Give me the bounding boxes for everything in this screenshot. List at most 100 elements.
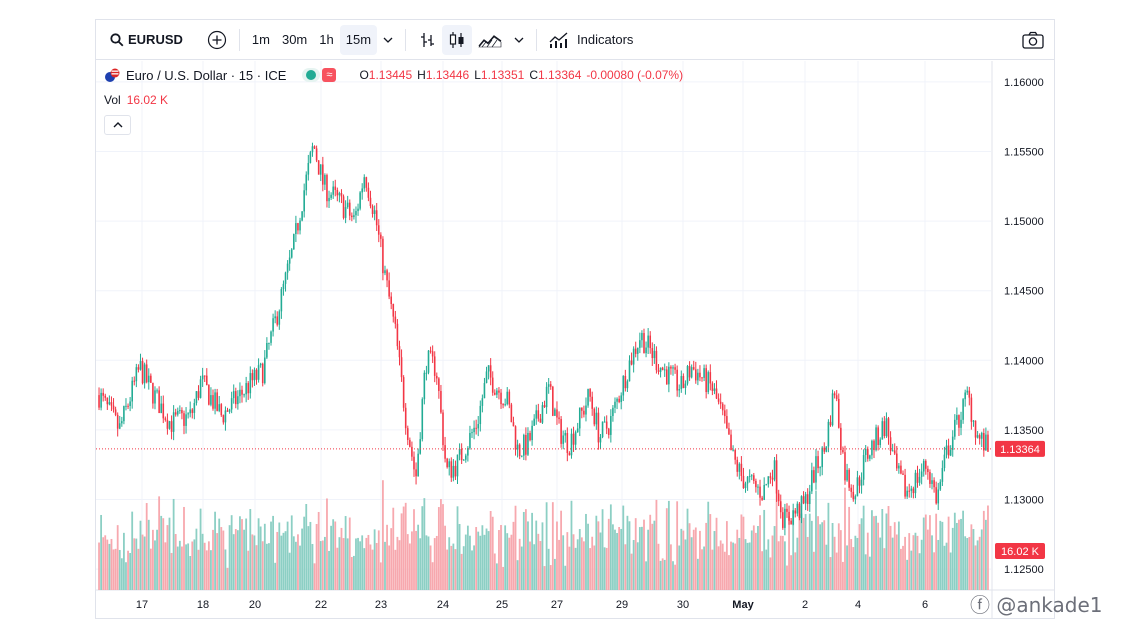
symbol-search[interactable]: EURUSD xyxy=(104,25,189,55)
candle xyxy=(914,469,917,499)
delayed-data-badge[interactable]: ≈ xyxy=(322,68,337,82)
candle xyxy=(686,364,689,386)
candle xyxy=(976,430,979,439)
volume-bar xyxy=(734,543,737,590)
volume-bar xyxy=(603,547,606,590)
volume-bar xyxy=(375,543,378,590)
candle xyxy=(516,439,519,458)
candle xyxy=(653,343,656,364)
volume-bar xyxy=(485,528,488,590)
candle xyxy=(433,351,436,383)
volume-bar xyxy=(692,529,695,590)
volume-bar xyxy=(713,531,716,590)
interval-dropdown[interactable] xyxy=(377,25,399,55)
candle xyxy=(568,451,571,456)
volume-legend: Vol 16.02 K xyxy=(104,93,168,107)
candle xyxy=(375,203,378,231)
interval-15m[interactable]: 15m xyxy=(339,24,378,55)
volume-bar xyxy=(301,528,304,590)
volume-bar xyxy=(210,550,212,590)
candle xyxy=(889,431,892,456)
candle xyxy=(616,397,618,410)
candle xyxy=(900,460,902,475)
candle xyxy=(972,419,975,427)
chart-type-dropdown[interactable] xyxy=(508,25,530,55)
candle xyxy=(620,392,623,410)
volume-bar xyxy=(897,521,900,590)
volume-bar xyxy=(680,528,683,590)
candle xyxy=(392,303,395,323)
candles-style-button[interactable] xyxy=(442,24,473,55)
candle xyxy=(234,387,237,409)
candle xyxy=(786,503,788,518)
volume-bar xyxy=(752,525,755,590)
volume-bar xyxy=(593,545,596,590)
top-toolbar: EURUSD 1m 30m 1h 15m xyxy=(96,20,1054,60)
candle xyxy=(319,164,322,182)
candle xyxy=(767,476,770,488)
volume-bar xyxy=(728,555,730,590)
candle xyxy=(645,341,647,358)
candle xyxy=(125,398,127,411)
candle xyxy=(711,381,714,396)
volume-bar xyxy=(543,566,546,590)
volume-bar xyxy=(125,562,127,590)
plus-circle-icon xyxy=(207,30,227,50)
candle xyxy=(753,472,755,484)
volume-bar xyxy=(508,537,511,590)
candle xyxy=(361,183,363,200)
candle xyxy=(734,449,736,465)
x-tick-label: 30 xyxy=(677,599,689,611)
volume-bar xyxy=(893,522,896,590)
indicators-button[interactable]: Indicators xyxy=(543,25,639,55)
volume-bar xyxy=(164,542,167,590)
volume-bar xyxy=(920,539,923,590)
interval-1h[interactable]: 1h xyxy=(319,32,334,47)
price-chart[interactable]: 1.16000 1.15500 1.15000 1.14500 1.14000 1.135… xyxy=(96,20,1054,618)
area-style-button[interactable] xyxy=(472,25,508,55)
candle xyxy=(535,404,538,425)
volume-bar xyxy=(512,521,515,590)
candle xyxy=(970,393,973,430)
candle xyxy=(326,173,328,208)
volume-bar xyxy=(367,534,370,590)
interval-30m[interactable]: 30m xyxy=(281,32,308,47)
volume-bar xyxy=(638,527,641,590)
ohlc-change-value: -0.00080 (-0.07%) xyxy=(586,68,684,82)
volume-bar xyxy=(446,549,449,590)
volume-bar xyxy=(767,539,770,590)
bars-style-button[interactable] xyxy=(412,25,442,55)
ohlc-open-value: 1.13445 xyxy=(368,68,413,82)
candle xyxy=(759,479,761,506)
collapse-legend-button[interactable] xyxy=(104,115,131,135)
volume-bar xyxy=(730,541,732,590)
volume-bar xyxy=(419,538,422,590)
market-status[interactable] xyxy=(302,68,321,82)
volume-bar xyxy=(336,547,339,590)
volume-bar xyxy=(112,549,115,590)
volume-bar xyxy=(479,535,482,590)
volume-bar xyxy=(166,525,169,590)
candle xyxy=(351,212,353,222)
candle xyxy=(792,503,794,526)
snapshot-button[interactable] xyxy=(1020,28,1046,52)
candle xyxy=(951,430,954,457)
volume-bar xyxy=(883,548,886,590)
candle xyxy=(489,358,492,386)
candle xyxy=(624,369,627,392)
candle xyxy=(438,377,440,399)
volume-bar xyxy=(711,549,714,590)
candle xyxy=(348,199,351,221)
interval-1m[interactable]: 1m xyxy=(251,32,270,47)
volume-bar xyxy=(137,548,140,590)
compare-button[interactable] xyxy=(201,25,233,55)
volume-bar xyxy=(665,508,668,590)
candle xyxy=(912,486,915,499)
volume-bar xyxy=(918,553,921,590)
candle xyxy=(713,383,716,395)
candle xyxy=(962,398,964,424)
candle xyxy=(856,470,859,497)
candle xyxy=(402,375,405,412)
camera-icon xyxy=(1022,31,1044,49)
volume-bar xyxy=(763,509,766,590)
